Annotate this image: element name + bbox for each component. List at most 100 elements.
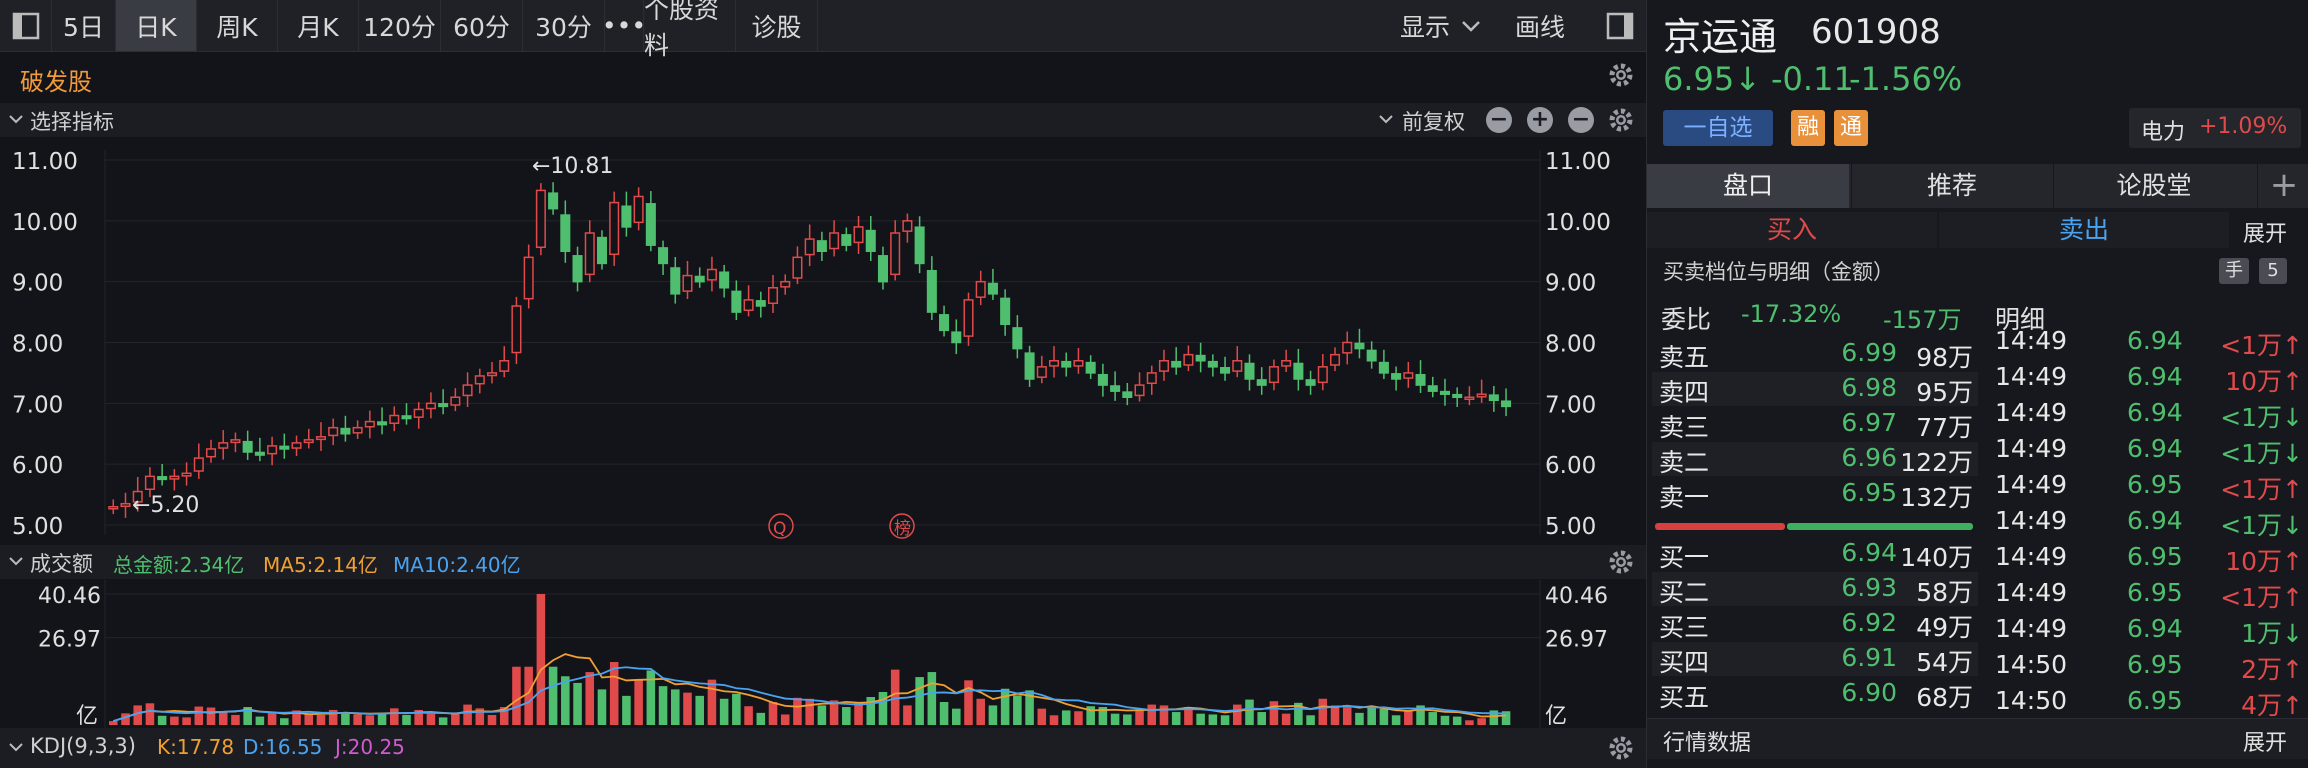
volume-bar — [927, 672, 937, 725]
depth-level-toggle[interactable]: 5 — [2259, 258, 2287, 284]
tab-7[interactable]: ••• — [602, 0, 646, 51]
candle-body — [120, 502, 131, 508]
volume-bar — [157, 715, 167, 725]
candle-body — [755, 300, 766, 307]
volume-chart[interactable]: 40.46 40.46 26.97 26.97 亿 亿 — [0, 580, 1646, 728]
right-panel-toggle[interactable] — [1594, 0, 1646, 51]
gear-icon[interactable] — [1608, 107, 1634, 133]
volume-bar — [939, 702, 949, 725]
tick-row: 14:49 6.94 <1万↓ — [1987, 434, 2308, 468]
candle-body — [1146, 372, 1157, 385]
tab-3[interactable]: 月K — [278, 0, 359, 51]
volume-bar — [780, 714, 790, 725]
candle-body — [926, 269, 937, 313]
volume-bar — [1135, 709, 1144, 725]
candle-body — [108, 506, 119, 510]
candle-body — [951, 331, 962, 344]
connect-badge: 通 — [1834, 110, 1868, 146]
candle-body — [279, 445, 290, 450]
depth-row[interactable] — [1652, 642, 1978, 676]
volume-bar — [646, 670, 656, 725]
plus-circle-icon[interactable]: + — [1527, 107, 1553, 133]
panel-tab-bar: 盘口 推荐 论股堂 + — [1647, 164, 2308, 208]
tick-volume: <1万↓ — [2220, 403, 2303, 432]
chevron-down-icon — [1462, 20, 1480, 32]
volume-bar — [1428, 712, 1438, 725]
tab-4[interactable]: 120分 — [359, 0, 441, 51]
candle-body — [132, 490, 143, 503]
candle-body — [1207, 360, 1218, 368]
gear-icon[interactable] — [1608, 735, 1634, 761]
volume-bar — [805, 698, 814, 725]
volume-bar — [365, 715, 375, 725]
volume-bar — [1330, 705, 1340, 725]
tab-forum[interactable]: 论股堂 — [2053, 164, 2254, 208]
candle-body — [205, 448, 217, 458]
volume-bar — [1318, 698, 1328, 725]
tick-volume: <1万↑ — [2220, 583, 2303, 612]
depth-level-label: 卖三 — [1659, 413, 1710, 442]
candle-body — [865, 229, 876, 252]
draw-line-button[interactable]: 画线 — [1515, 0, 1565, 51]
candle-body — [291, 442, 302, 449]
watchlist-button[interactable]: 一自选 — [1663, 110, 1773, 146]
volume-bar — [206, 707, 216, 725]
tab-1[interactable]: 日K — [116, 0, 197, 51]
gear-icon[interactable] — [1608, 62, 1634, 88]
select-indicator-label[interactable]: 选择指标 — [30, 110, 114, 134]
candle-body — [780, 280, 791, 288]
depth-row[interactable] — [1652, 572, 1978, 606]
volume-bar — [548, 666, 558, 725]
tab-0[interactable]: 5日 — [52, 0, 116, 51]
volume-label[interactable]: 成交额 — [30, 552, 93, 576]
candle-body — [1012, 327, 1023, 350]
volume-bar — [353, 714, 362, 725]
gear-icon[interactable] — [1608, 549, 1634, 575]
tick-time: 14:49 — [1995, 542, 2068, 571]
add-tab-icon[interactable]: + — [2257, 164, 2308, 208]
chevron-down-icon — [9, 115, 23, 124]
sector-tag[interactable]: 电力 +1.09% — [2129, 108, 2301, 148]
tab-5[interactable]: 60分 — [441, 0, 523, 51]
market-expand-button[interactable]: 展开 — [2243, 731, 2288, 756]
tab-recommend[interactable]: 推荐 — [1851, 164, 2052, 208]
tab-8[interactable]: 个股资料 — [644, 0, 736, 60]
y-tick-right: 6.00 — [1545, 453, 1596, 479]
trade-expand-button[interactable]: 展开 — [2243, 222, 2288, 247]
volume-bar — [438, 717, 448, 725]
volume-bar — [915, 677, 924, 725]
minus-circle-icon[interactable]: − — [1568, 107, 1594, 133]
volume-bar — [328, 709, 338, 725]
volume-bar — [1416, 705, 1425, 725]
candle-body — [1244, 362, 1255, 380]
candle-body — [1158, 360, 1169, 372]
minus-circle-icon[interactable]: − — [1486, 107, 1512, 133]
tick-volume: <1万↓ — [2220, 439, 2303, 468]
tab-6[interactable]: 30分 — [523, 0, 605, 51]
tick-volume: 10万↑ — [2225, 547, 2303, 576]
tab-2[interactable]: 周K — [197, 0, 278, 51]
depth-row[interactable] — [1652, 372, 1978, 406]
adjust-mode-select[interactable]: 前复权 — [1402, 110, 1465, 134]
tab-9[interactable]: 诊股 — [736, 0, 818, 51]
buy-button[interactable]: 买入 — [1647, 212, 1937, 248]
unit-hand-toggle[interactable]: 手 — [2219, 258, 2249, 284]
volume-bar — [1061, 710, 1071, 725]
candle-body — [377, 421, 388, 426]
tick-time: 14:49 — [1995, 470, 2068, 499]
volume-bar — [952, 708, 961, 725]
price-chart[interactable]: 11.00 11.00 10.00 10.00 9.00 9.00 8.00 8.00 7.00… — [0, 140, 1646, 540]
kdj-label[interactable]: KDJ(9,3,3) — [30, 734, 136, 758]
depth-row[interactable] — [1652, 442, 1978, 476]
tab-order-book[interactable]: 盘口 — [1647, 164, 1849, 208]
event-marker-icon — [889, 513, 915, 539]
chevron-down-icon — [9, 743, 23, 752]
candle-body — [254, 451, 265, 456]
vol-tick-left: 40.46 — [38, 584, 101, 609]
tick-time: 14:49 — [1995, 506, 2068, 535]
candle-body — [1122, 391, 1133, 398]
sell-button[interactable]: 卖出 — [1939, 212, 2229, 248]
candle-body — [1110, 385, 1121, 392]
display-menu[interactable]: 显示 — [1400, 0, 1482, 51]
left-panel-toggle[interactable] — [0, 0, 52, 51]
